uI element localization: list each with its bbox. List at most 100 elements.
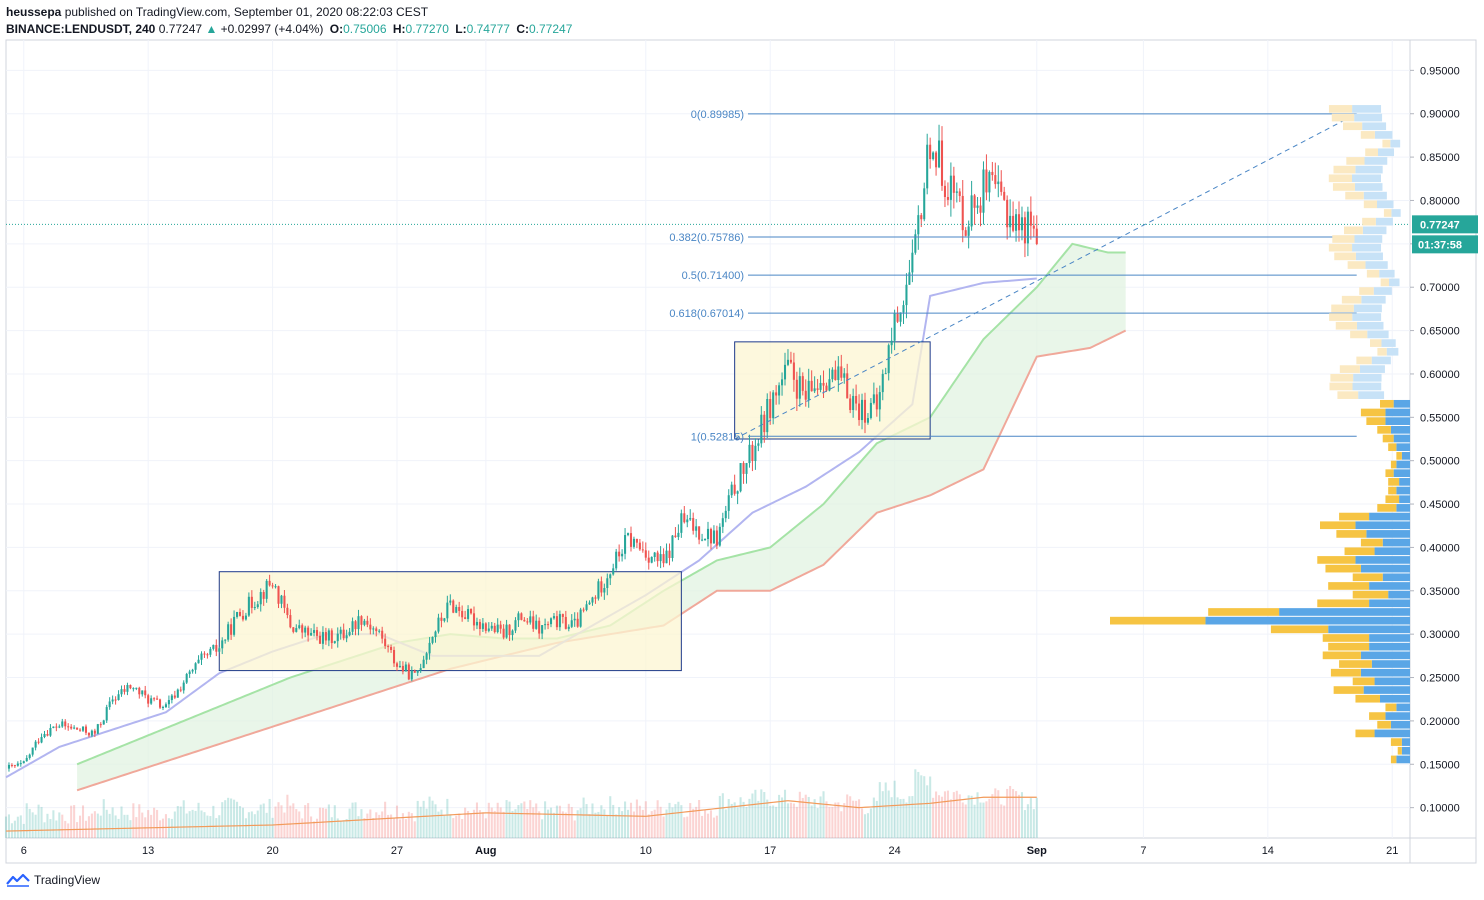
vp-bar-faint-up: [1331, 304, 1354, 313]
volume-bar: [105, 809, 108, 838]
candle-body: [532, 616, 535, 629]
volume-bar: [772, 805, 775, 838]
volume-bar: [313, 821, 316, 838]
candle-body: [387, 646, 390, 648]
vp-bar-total: [1355, 521, 1410, 530]
vp-bar-total: [1360, 668, 1410, 677]
volume-bar: [179, 806, 182, 838]
candle-body: [816, 388, 819, 390]
volume-bar: [173, 811, 176, 838]
volume-bar: [538, 811, 541, 838]
candle-body: [475, 621, 478, 626]
vp-bar-total: [1369, 512, 1410, 521]
candle-body: [635, 538, 638, 543]
vp-bar-faint-up: [1329, 382, 1353, 391]
vp-bar-faint-up: [1350, 330, 1368, 339]
volume-bar: [387, 814, 390, 838]
volume-bar: [1012, 789, 1015, 838]
footer-brand[interactable]: TradingView: [34, 873, 101, 887]
volume-bar: [656, 800, 659, 838]
vp-bar-faint-up: [1365, 148, 1379, 157]
volume-bar: [552, 812, 556, 838]
candle-body: [549, 618, 553, 625]
candle-body: [958, 191, 961, 196]
candle-body: [582, 609, 585, 611]
symbol-label[interactable]: BINANCE:LENDUSDT, 240: [6, 22, 156, 36]
candle-body: [520, 613, 523, 620]
vp-bar-total: [1366, 530, 1410, 538]
vp-bar-faint: [1352, 105, 1382, 113]
author-name[interactable]: heussepa: [6, 5, 62, 19]
candle-body: [318, 635, 322, 644]
volume-bar: [286, 794, 289, 838]
candle-body: [846, 373, 849, 399]
vp-bar-faint: [1378, 148, 1395, 157]
candle-body: [517, 613, 520, 621]
vp-bar-faint-up: [1359, 287, 1374, 295]
volume-bar: [502, 811, 505, 838]
vp-bar-total: [1369, 582, 1410, 590]
candle-body: [840, 366, 843, 378]
x-tick-label: Sep: [1027, 845, 1047, 857]
candle-body: [431, 637, 434, 643]
candle-body: [680, 513, 683, 533]
candle-body: [206, 654, 209, 656]
vp-bar-total: [1360, 651, 1410, 660]
volume-bar: [241, 807, 244, 838]
candle-body: [819, 382, 822, 390]
candle-body: [718, 526, 721, 546]
vp-bar-total: [1399, 478, 1410, 486]
open-value: 0.75006: [343, 22, 387, 36]
candle-body: [632, 538, 635, 547]
volume-bar: [236, 801, 239, 838]
volume-bar: [544, 801, 547, 838]
ichimoku-cloud: [77, 243, 1126, 791]
candle-body: [233, 616, 236, 635]
candle-body: [908, 272, 911, 285]
volume-bar: [896, 797, 899, 838]
candle-body: [324, 632, 327, 641]
candle-body: [659, 554, 662, 562]
volume-bar: [828, 806, 831, 838]
volume-bar: [810, 805, 813, 838]
volume-bar: [90, 813, 93, 838]
volume-bar: [721, 793, 724, 838]
candle-body: [982, 169, 985, 213]
vp-bar-total: [1205, 616, 1410, 625]
vp-bar-total: [1380, 694, 1410, 703]
candle-body: [629, 533, 633, 547]
candle-body: [677, 532, 680, 538]
vp-bar-up: [1388, 486, 1397, 495]
candle-body: [22, 761, 25, 764]
volume-bar: [224, 800, 227, 838]
candle-body: [274, 586, 277, 588]
candle-body: [964, 230, 967, 236]
volume-bar: [188, 811, 191, 838]
volume-bar: [899, 799, 902, 838]
candle-body: [997, 181, 1000, 185]
volume-bar: [745, 806, 748, 838]
candle-body: [354, 621, 357, 630]
vp-bar-up: [1355, 729, 1375, 738]
y-tick-label: 0.40000: [1420, 542, 1460, 554]
volume-bar: [881, 791, 884, 838]
volume-bar: [81, 805, 85, 838]
volume-bar: [31, 812, 34, 838]
candle-body: [976, 205, 979, 208]
tradingview-logo-icon[interactable]: [6, 873, 30, 887]
volume-bar: [395, 805, 399, 838]
candle-body: [203, 653, 206, 655]
volume-bar: [878, 782, 881, 838]
volume-bar: [170, 818, 173, 838]
vp-bar-up: [1380, 399, 1394, 408]
volume-bar: [792, 803, 795, 838]
candle-body: [1029, 211, 1032, 226]
candle-body: [200, 653, 203, 660]
candle-body: [52, 726, 55, 728]
candle-body: [858, 403, 861, 421]
vp-bar-total: [1393, 399, 1410, 408]
volume-bar: [704, 809, 707, 838]
candle-body: [834, 369, 837, 381]
volume-bar: [1029, 798, 1032, 838]
